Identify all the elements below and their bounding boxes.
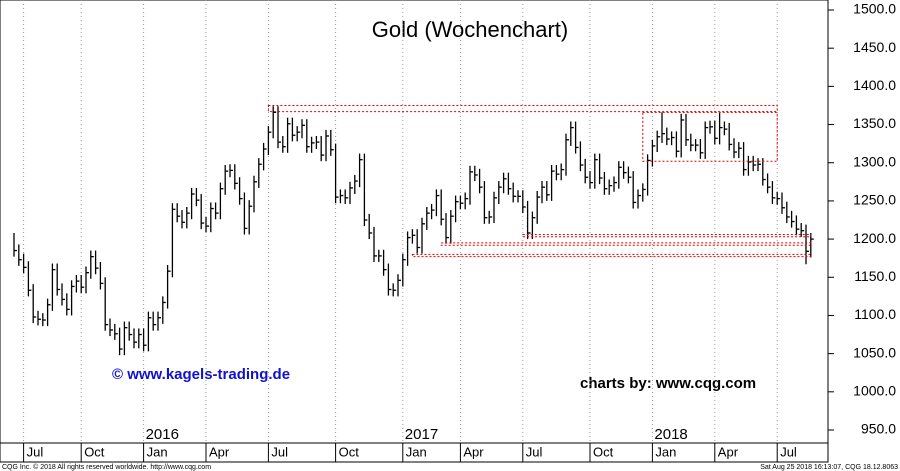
x-tick-label: Oct [593,444,614,459]
y-tick-label: 1500.0 [853,1,896,17]
y-tick-label: 1000.0 [853,383,896,399]
y-tick-label: 1250.0 [853,192,896,208]
x-tick-label: Jul [526,444,543,459]
y-tick-label: 1400.0 [853,77,896,93]
y-tick-label: 1450.0 [853,39,896,55]
chart-title: Gold (Wochenchart) [372,17,568,42]
x-tick-label: Apr [209,444,230,459]
year-label: 2017 [405,426,438,443]
source-note: charts by: www.cqg.com [580,375,756,392]
y-tick-label: 1050.0 [853,344,896,360]
y-tick-label: 1350.0 [853,115,896,131]
footer-right: Sat Aug 25 2018 16:13:07, CQG 18.12.8063 [760,464,898,471]
plot-frame [0,0,829,444]
y-tick-label: 1300.0 [853,153,896,169]
x-tick-label: Jul [780,444,797,459]
x-tick-label: Apr [718,444,739,459]
level-box [522,234,812,238]
y-tick-label: 1150.0 [854,268,896,284]
x-tick-label: Jan [655,444,676,459]
x-tick-label: Jul [271,444,288,459]
level-box [411,253,812,258]
footer-left: CQG Inc. © 2018 All rights reserved worl… [2,463,211,471]
x-tick-label: Jan [406,444,427,459]
y-tick-label: 1200.0 [853,230,896,246]
y-tick-label: 950.0 [861,421,896,437]
copyright-note: © www.kagels-trading.de [112,366,290,383]
year-label: 2016 [146,426,179,443]
x-tick-label: Jul [27,444,44,459]
x-axis-strip [0,442,829,463]
year-label: 2018 [654,426,687,443]
x-tick-label: Jan [147,444,168,459]
x-tick-label: Apr [463,444,484,459]
x-tick-label: Oct [84,444,105,459]
level-box [267,104,778,113]
level-box [440,242,812,246]
x-tick-label: Oct [339,444,360,459]
y-tick-label: 1100.0 [854,306,896,322]
